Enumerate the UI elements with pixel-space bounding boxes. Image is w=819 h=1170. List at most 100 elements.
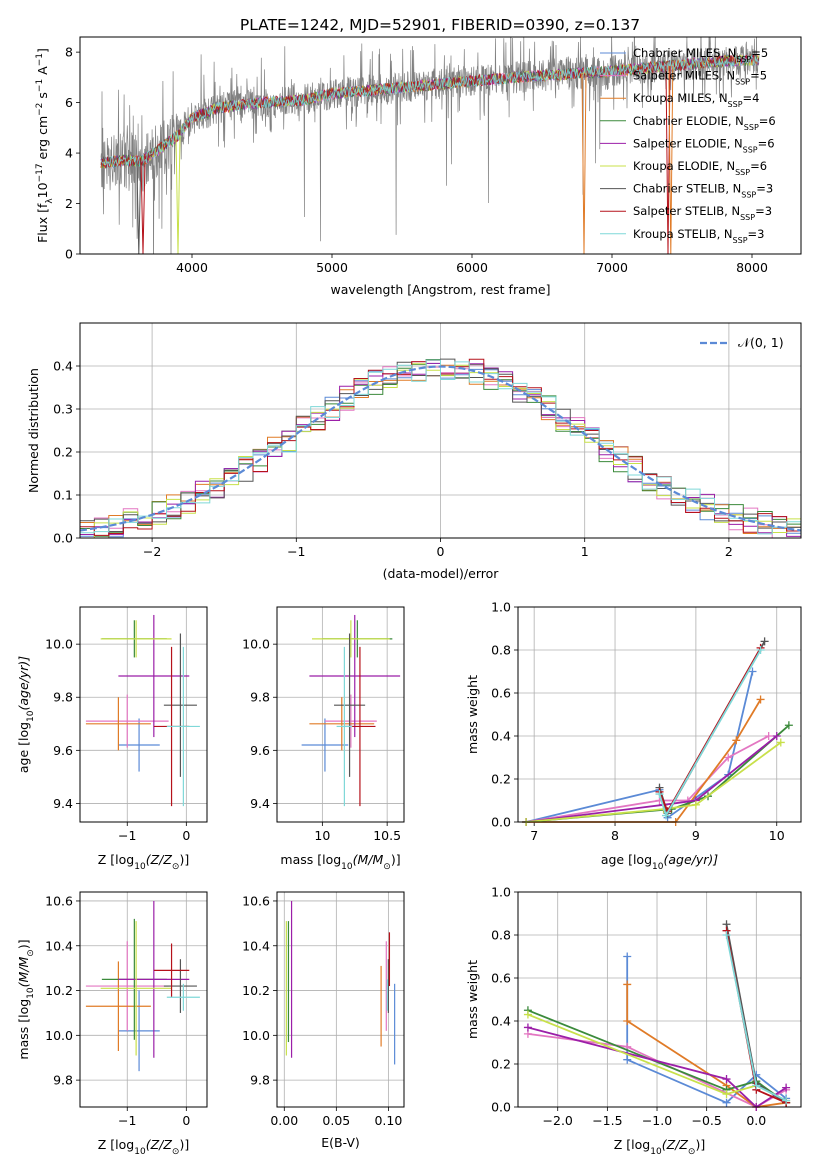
legend-label: Kroupa STELIB, N bbox=[633, 227, 733, 241]
x-axis-label-part: )] bbox=[179, 852, 189, 867]
weight-marker-kroupa_miles bbox=[623, 980, 632, 989]
legend-sub: SSP bbox=[728, 100, 743, 109]
y-tick-label: 10.6 bbox=[45, 893, 73, 908]
x-tick-label: −1 bbox=[118, 828, 136, 843]
spectrum-lines bbox=[100, 37, 760, 254]
y-axis-label-part: A bbox=[35, 66, 50, 79]
y-tick-label: 9.6 bbox=[250, 743, 270, 758]
weight-marker-chabrier_miles bbox=[623, 1055, 632, 1064]
legend-label-normal: 𝒩(0, 1) bbox=[738, 335, 784, 350]
histogram-kroupa_stelib bbox=[80, 359, 801, 536]
x-axis-label-part: (age/yr)] bbox=[663, 852, 718, 867]
x-tick-label: 0.0 bbox=[746, 1113, 766, 1128]
x-axis-label-part: (Z/Z bbox=[662, 1137, 689, 1152]
x-axis-label: Z [log10(Z/Z⊙)] bbox=[614, 1137, 705, 1157]
weight-marker-kroupa_stelib bbox=[661, 811, 670, 820]
x-tick-label: 2 bbox=[725, 544, 733, 559]
legend-entry: Kroupa STELIB, NSSP=3 bbox=[633, 227, 764, 245]
y-tick-label: 0.4 bbox=[491, 729, 511, 744]
y-tick-label: 0.4 bbox=[491, 1014, 511, 1029]
x-tick-label: 4000 bbox=[176, 260, 208, 275]
x-tick-label: 5000 bbox=[316, 260, 348, 275]
x-axis-label-part: age [log bbox=[601, 852, 652, 867]
y-axis-label-part: −1 bbox=[35, 79, 45, 92]
legend-sub: SSP bbox=[744, 122, 759, 131]
legend-suffix: =3 bbox=[748, 227, 765, 241]
normal-curve bbox=[80, 365, 801, 532]
y-tick-label: 9.4 bbox=[53, 796, 73, 811]
x-axis-label-part: (M/M bbox=[353, 852, 384, 867]
x-axis-label: Z [log10(Z/Z⊙)] bbox=[98, 852, 189, 872]
x-axis-label-part: ⊙ bbox=[688, 1147, 696, 1157]
y-tick-label: 1.0 bbox=[491, 600, 511, 615]
y-tick-label: 0 bbox=[65, 247, 73, 262]
legend-suffix: =3 bbox=[756, 182, 773, 196]
weight-marker-kroupa_stelib bbox=[722, 931, 731, 939]
axes-frame bbox=[276, 606, 405, 823]
legend-label: Chabrier MILES, N bbox=[633, 46, 736, 60]
mass-vs-metallicity-panel: −1 09.810.010.210.410.6Z [log10(Z/Z⊙)]mas… bbox=[16, 891, 208, 1157]
model-dip-kroupa_miles bbox=[581, 72, 587, 254]
x-tick-label: 0.05 bbox=[322, 1113, 350, 1128]
y-axis-label-part: 10 bbox=[26, 987, 36, 999]
x-axis-label-part: Z [log bbox=[98, 1137, 134, 1152]
legend-suffix: =5 bbox=[751, 46, 768, 60]
axes-frame bbox=[79, 322, 802, 539]
y-tick-label: 10.2 bbox=[242, 983, 270, 998]
errorbars bbox=[301, 614, 401, 807]
y-axis-label-part: (M/M bbox=[16, 957, 31, 988]
weight-marker-kroupa_elodie bbox=[722, 1090, 731, 1099]
y-tick-label: 0.0 bbox=[491, 815, 511, 830]
weight-marker-chabrier_elodie bbox=[784, 721, 793, 730]
x-tick-label: 1 bbox=[581, 544, 589, 559]
legend-sub: SSP bbox=[736, 55, 751, 64]
y-tick-label: 9.8 bbox=[53, 1073, 73, 1088]
y-tick-label: 0.6 bbox=[491, 971, 511, 986]
y-tick-label: 10.4 bbox=[242, 938, 270, 953]
model-dip-salpeter_stelib bbox=[140, 160, 146, 254]
x-axis-label-part: )] bbox=[695, 1137, 705, 1152]
figure-title: PLATE=1242, MJD=52901, FIBERID=0390, z=0… bbox=[240, 16, 640, 34]
x-tick-label: 7000 bbox=[596, 260, 628, 275]
x-tick-label: 7 bbox=[530, 828, 538, 843]
y-tick-label: 0.3 bbox=[53, 402, 73, 417]
legend-suffix: =6 bbox=[758, 136, 775, 150]
y-axis-label-part: mass [log bbox=[16, 999, 31, 1060]
y-tick-label: 9.4 bbox=[250, 796, 270, 811]
weight-marker-kroupa_miles bbox=[732, 736, 741, 745]
model-spectrum-kroupa_stelib bbox=[100, 54, 760, 168]
age-vs-metallicity-panel: −1 09.49.69.810.0Z [log10(Z/Z⊙)]age [log1… bbox=[16, 606, 208, 872]
legend-entry: Salpeter ELODIE, NSSP=6 bbox=[633, 136, 775, 154]
legend-entry: Salpeter MILES, NSSP=5 bbox=[633, 69, 767, 87]
model-dip-chabrier_stelib bbox=[136, 160, 142, 254]
x-tick-label: 8000 bbox=[736, 260, 768, 275]
y-tick-label: 10.0 bbox=[45, 637, 73, 652]
y-axis-label: mass weight bbox=[465, 675, 480, 754]
legend-sub: SSP bbox=[735, 168, 750, 177]
legend-sub: SSP bbox=[743, 145, 758, 154]
x-axis-label-part: 10 bbox=[650, 1147, 662, 1157]
y-axis-label-part: λ bbox=[45, 198, 55, 204]
weight-marker-salpeter_elodie bbox=[782, 1083, 791, 1092]
y-tick-label: 6 bbox=[65, 95, 73, 110]
legend-label: Kroupa ELODIE, N bbox=[633, 159, 735, 173]
legend-suffix: =3 bbox=[755, 204, 772, 218]
y-tick-label: 10.0 bbox=[45, 1028, 73, 1043]
weight-vs-metallicity-panel: −2.0 −1.5 −1.0 −0.5 0.0 0.0 0.2 0.4 0.6 0.8 1.0 Z [… bbox=[465, 885, 802, 1157]
y-tick-label: 0.4 bbox=[53, 359, 73, 374]
histogram-steps bbox=[80, 358, 801, 538]
x-tick-label: 0.00 bbox=[270, 1113, 298, 1128]
legend-sub: SSP bbox=[741, 190, 756, 199]
x-axis-label-part: mass [log bbox=[280, 852, 341, 867]
y-tick-label: 10.4 bbox=[45, 938, 73, 953]
weight-marker-chabrier_stelib bbox=[760, 637, 769, 646]
legend-entry: Chabrier STELIB, NSSP=3 bbox=[633, 182, 773, 200]
y-axis-label-part: ⊙ bbox=[26, 949, 36, 957]
x-axis-label: (data-model)/error bbox=[383, 566, 500, 581]
weight-series bbox=[522, 637, 793, 826]
model-dip-kroupa_elodie bbox=[175, 135, 181, 254]
y-axis-label-part: Flux [f bbox=[35, 203, 50, 243]
axes-frame bbox=[517, 606, 802, 823]
